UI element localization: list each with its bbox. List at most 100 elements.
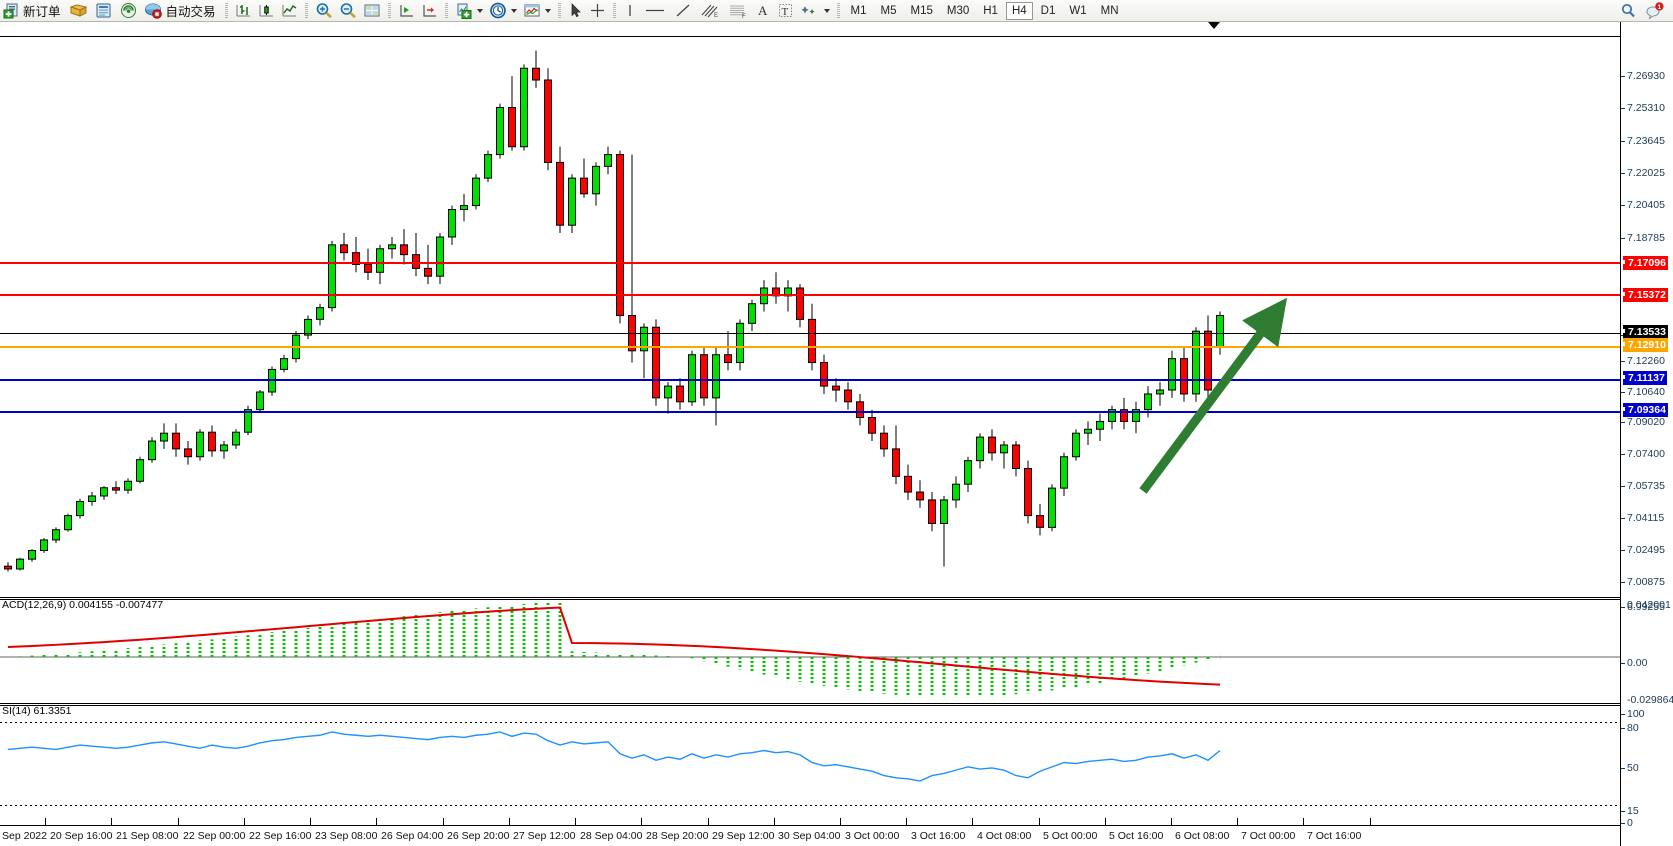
cursor-button[interactable] [566,1,585,21]
notifications-button[interactable]: 1 [1642,1,1667,21]
timeframe-h1[interactable]: H1 [983,4,998,17]
objects-button[interactable] [798,1,832,21]
price-tick-label: 7.05735 [1627,480,1665,492]
rsi-tick-label: 50 [1627,762,1639,774]
time-separator [972,818,973,826]
signals-button[interactable] [117,1,140,21]
price-level-badge[interactable]: 7.17096 [1621,256,1668,270]
price-level-badge[interactable]: 7.13533 [1621,325,1668,339]
bar-chart-button[interactable] [233,1,254,21]
indicators-icon [455,2,473,19]
level-line-current-price[interactable] [0,333,1620,334]
chevron-down-icon[interactable] [823,8,830,13]
price-level-badge[interactable]: 7.15372 [1621,288,1668,302]
timeframe-m1[interactable]: M1 [850,4,867,17]
price-tick-label: 7.04115 [1627,512,1665,524]
level-line-resistance-1[interactable] [0,262,1620,264]
badge-value: 7.17096 [1628,257,1666,269]
periods-button[interactable] [487,1,519,21]
new-order-icon [3,2,20,19]
fibonacci-button[interactable]: F [725,1,751,21]
toolbar-separator [557,2,561,19]
timeframe-m30[interactable]: M30 [946,4,970,17]
chevron-down-icon[interactable] [544,8,551,13]
time-axis-label: 20 Sep 16:00 [50,830,113,842]
price-tick [1621,76,1625,77]
text-label-button[interactable]: T [775,1,796,21]
price-tick-label: 7.12260 [1627,355,1665,367]
level-line-pivot[interactable] [0,346,1620,348]
rsi-pane[interactable]: SI(14) 61.3351 [0,705,1620,825]
level-line-support-2[interactable] [0,411,1620,413]
crosshair-icon [589,2,606,19]
chart-cursor-marker [1208,22,1220,29]
rsi-tick-label: 0 [1627,817,1633,829]
timeframe-group: M1 M5 M15 M30 H1 H4 D1 W1 MN [844,1,1126,20]
time-axis-label: 21 Sep 08:00 [116,830,179,842]
candlestick-chart-icon [258,2,275,19]
vertical-line-button[interactable] [621,1,639,21]
macd-indicator-label: ACD(12,26,9) 0.004155 -0.007477 [2,599,164,611]
shift-end-button[interactable] [396,1,417,21]
time-axis[interactable]: Sep 2022 20 Sep 16:00 21 Sep 08:00 22 Sep 0… [0,818,1620,846]
folder-button[interactable] [67,1,90,21]
svg-text:E: E [714,13,718,19]
equidistant-channel-button[interactable]: E [697,1,723,21]
indicators-button[interactable] [453,1,485,21]
time-separator [1105,818,1106,826]
level-line-support-1[interactable] [0,379,1620,381]
search-button[interactable] [1617,1,1640,21]
level-line-resistance-2[interactable] [0,294,1620,296]
price-pane[interactable] [0,36,1620,597]
rsi-tick-label: 15 [1627,805,1639,817]
badge-tag [1621,407,1625,411]
candlestick-chart-button[interactable] [256,1,277,21]
macd-rsi-divider [0,703,1620,704]
terminal-icon [94,2,113,19]
price-level-badge[interactable]: 7.12910 [1621,338,1668,352]
time-axis-label: 5 Oct 00:00 [1043,830,1098,842]
terminal-button[interactable] [92,1,115,21]
price-tick-label: 7.22025 [1627,167,1665,179]
timeframe-h4[interactable]: H4 [1005,1,1033,20]
crosshair-button[interactable] [587,1,608,21]
badge-value: 7.12910 [1628,339,1666,351]
text-button[interactable]: A [753,1,773,21]
rsi-overbought-line [0,722,1620,723]
auto-scroll-button[interactable] [419,1,440,21]
rsi-tick [1621,768,1625,769]
timeframe-mn[interactable]: MN [1100,4,1119,17]
badge-tag [1621,375,1625,379]
macd-pane[interactable]: ACD(12,26,9) 0.004155 -0.007477 [0,599,1620,703]
price-tick [1621,550,1625,551]
timeframe-d1[interactable]: D1 [1040,4,1056,17]
templates-button[interactable] [521,1,553,21]
timeframe-w1[interactable]: W1 [1069,4,1087,17]
chevron-down-icon[interactable] [476,8,483,13]
time-separator [1370,818,1371,826]
tile-windows-button[interactable] [361,1,383,21]
toolbar-separator [444,2,448,19]
price-tick-label: 6.99255 [1627,601,1665,613]
price-tick [1621,582,1625,583]
time-axis-label: Sep 2022 [2,830,47,842]
autotrading-button[interactable]: 自动交易 [142,1,220,21]
price-axis[interactable]: 7.26930 7.25310 7.23645 7.22025 7.20405 7.187… [1620,22,1673,846]
zoom-in-button[interactable] [313,1,335,21]
line-chart-button[interactable] [279,1,300,21]
price-level-badge[interactable]: 7.11137 [1621,371,1667,385]
chevron-down-icon[interactable] [510,8,517,13]
timeframe-m5[interactable]: M5 [880,4,897,17]
chart-window[interactable]: ACD(12,26,9) 0.004155 -0.007477 SI(14) 6… [0,22,1673,846]
badge-tag [1621,260,1625,264]
trendline-button[interactable] [671,1,695,21]
notifications-icon: 1 [1644,1,1665,20]
time-axis-label: 26 Sep 20:00 [447,830,510,842]
price-level-badge[interactable]: 7.09364 [1621,403,1668,417]
new-order-button[interactable]: 新订单 [1,1,65,21]
zoom-out-button[interactable] [337,1,359,21]
timeframe-m15[interactable]: M15 [910,4,933,17]
horizontal-line-button[interactable] [641,1,669,21]
macd-pane-top-border [0,599,1620,600]
tile-windows-icon [363,2,381,19]
